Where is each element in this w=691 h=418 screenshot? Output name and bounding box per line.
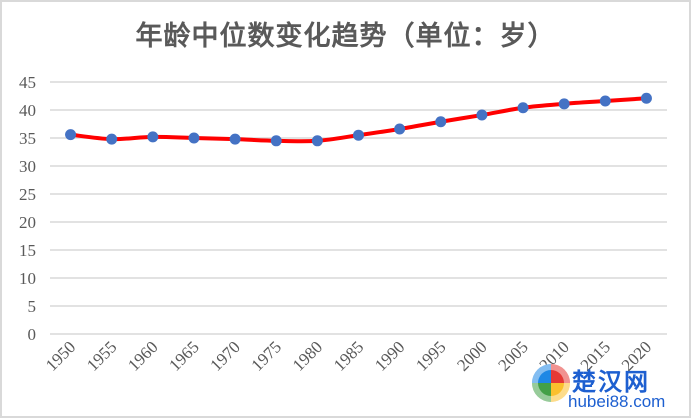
watermark-name: 楚汉网 bbox=[572, 368, 650, 396]
y-tick-label: 10 bbox=[19, 269, 36, 288]
data-point-marker bbox=[311, 135, 323, 147]
x-tick-label: 1995 bbox=[412, 337, 449, 374]
x-tick-label: 1975 bbox=[248, 337, 285, 374]
watermark-logo: 楚汉网 hubei88.com bbox=[528, 360, 688, 414]
y-tick-label: 20 bbox=[19, 213, 36, 232]
data-markers bbox=[65, 92, 652, 147]
data-point-marker bbox=[188, 132, 200, 144]
x-tick-label: 1985 bbox=[330, 337, 367, 374]
x-tick-label: 2000 bbox=[453, 337, 490, 374]
y-tick-label: 45 bbox=[19, 73, 36, 92]
y-tick-label: 30 bbox=[19, 157, 36, 176]
globe-icon bbox=[532, 364, 570, 402]
data-point-marker bbox=[106, 133, 118, 145]
chart-title: 年龄中位数变化趋势（单位：岁） bbox=[135, 21, 556, 52]
x-tick-label: 2005 bbox=[494, 337, 531, 374]
y-tick-label: 35 bbox=[19, 129, 36, 148]
y-tick-label: 40 bbox=[19, 101, 36, 120]
data-point-marker bbox=[270, 135, 282, 147]
y-tick-label: 0 bbox=[28, 325, 37, 344]
gridlines bbox=[50, 81, 667, 335]
x-tick-label: 1965 bbox=[165, 337, 202, 374]
x-tick-label: 1990 bbox=[371, 337, 408, 374]
watermark-domain: hubei88.com bbox=[568, 392, 666, 411]
x-tick-label: 1960 bbox=[124, 337, 161, 374]
y-tick-label: 15 bbox=[19, 241, 36, 260]
data-point-marker bbox=[476, 109, 488, 121]
data-point-marker bbox=[65, 129, 77, 141]
data-point-marker bbox=[558, 98, 570, 110]
data-point-marker bbox=[147, 131, 159, 143]
x-tick-label: 1980 bbox=[289, 337, 326, 374]
data-point-marker bbox=[599, 95, 611, 107]
x-tick-label: 1950 bbox=[42, 337, 79, 374]
y-tick-label: 25 bbox=[19, 185, 36, 204]
x-tick-label: 1955 bbox=[83, 337, 120, 374]
data-point-marker bbox=[517, 102, 529, 114]
data-point-marker bbox=[394, 123, 406, 135]
y-tick-label: 5 bbox=[28, 297, 37, 316]
data-point-marker bbox=[229, 133, 241, 145]
y-axis-ticks: 0 5 10 15 20 25 30 35 40 45 bbox=[19, 73, 36, 344]
data-point-marker bbox=[435, 116, 447, 128]
x-tick-label: 1970 bbox=[206, 337, 243, 374]
data-point-marker bbox=[353, 129, 364, 141]
data-point-marker bbox=[640, 92, 652, 104]
